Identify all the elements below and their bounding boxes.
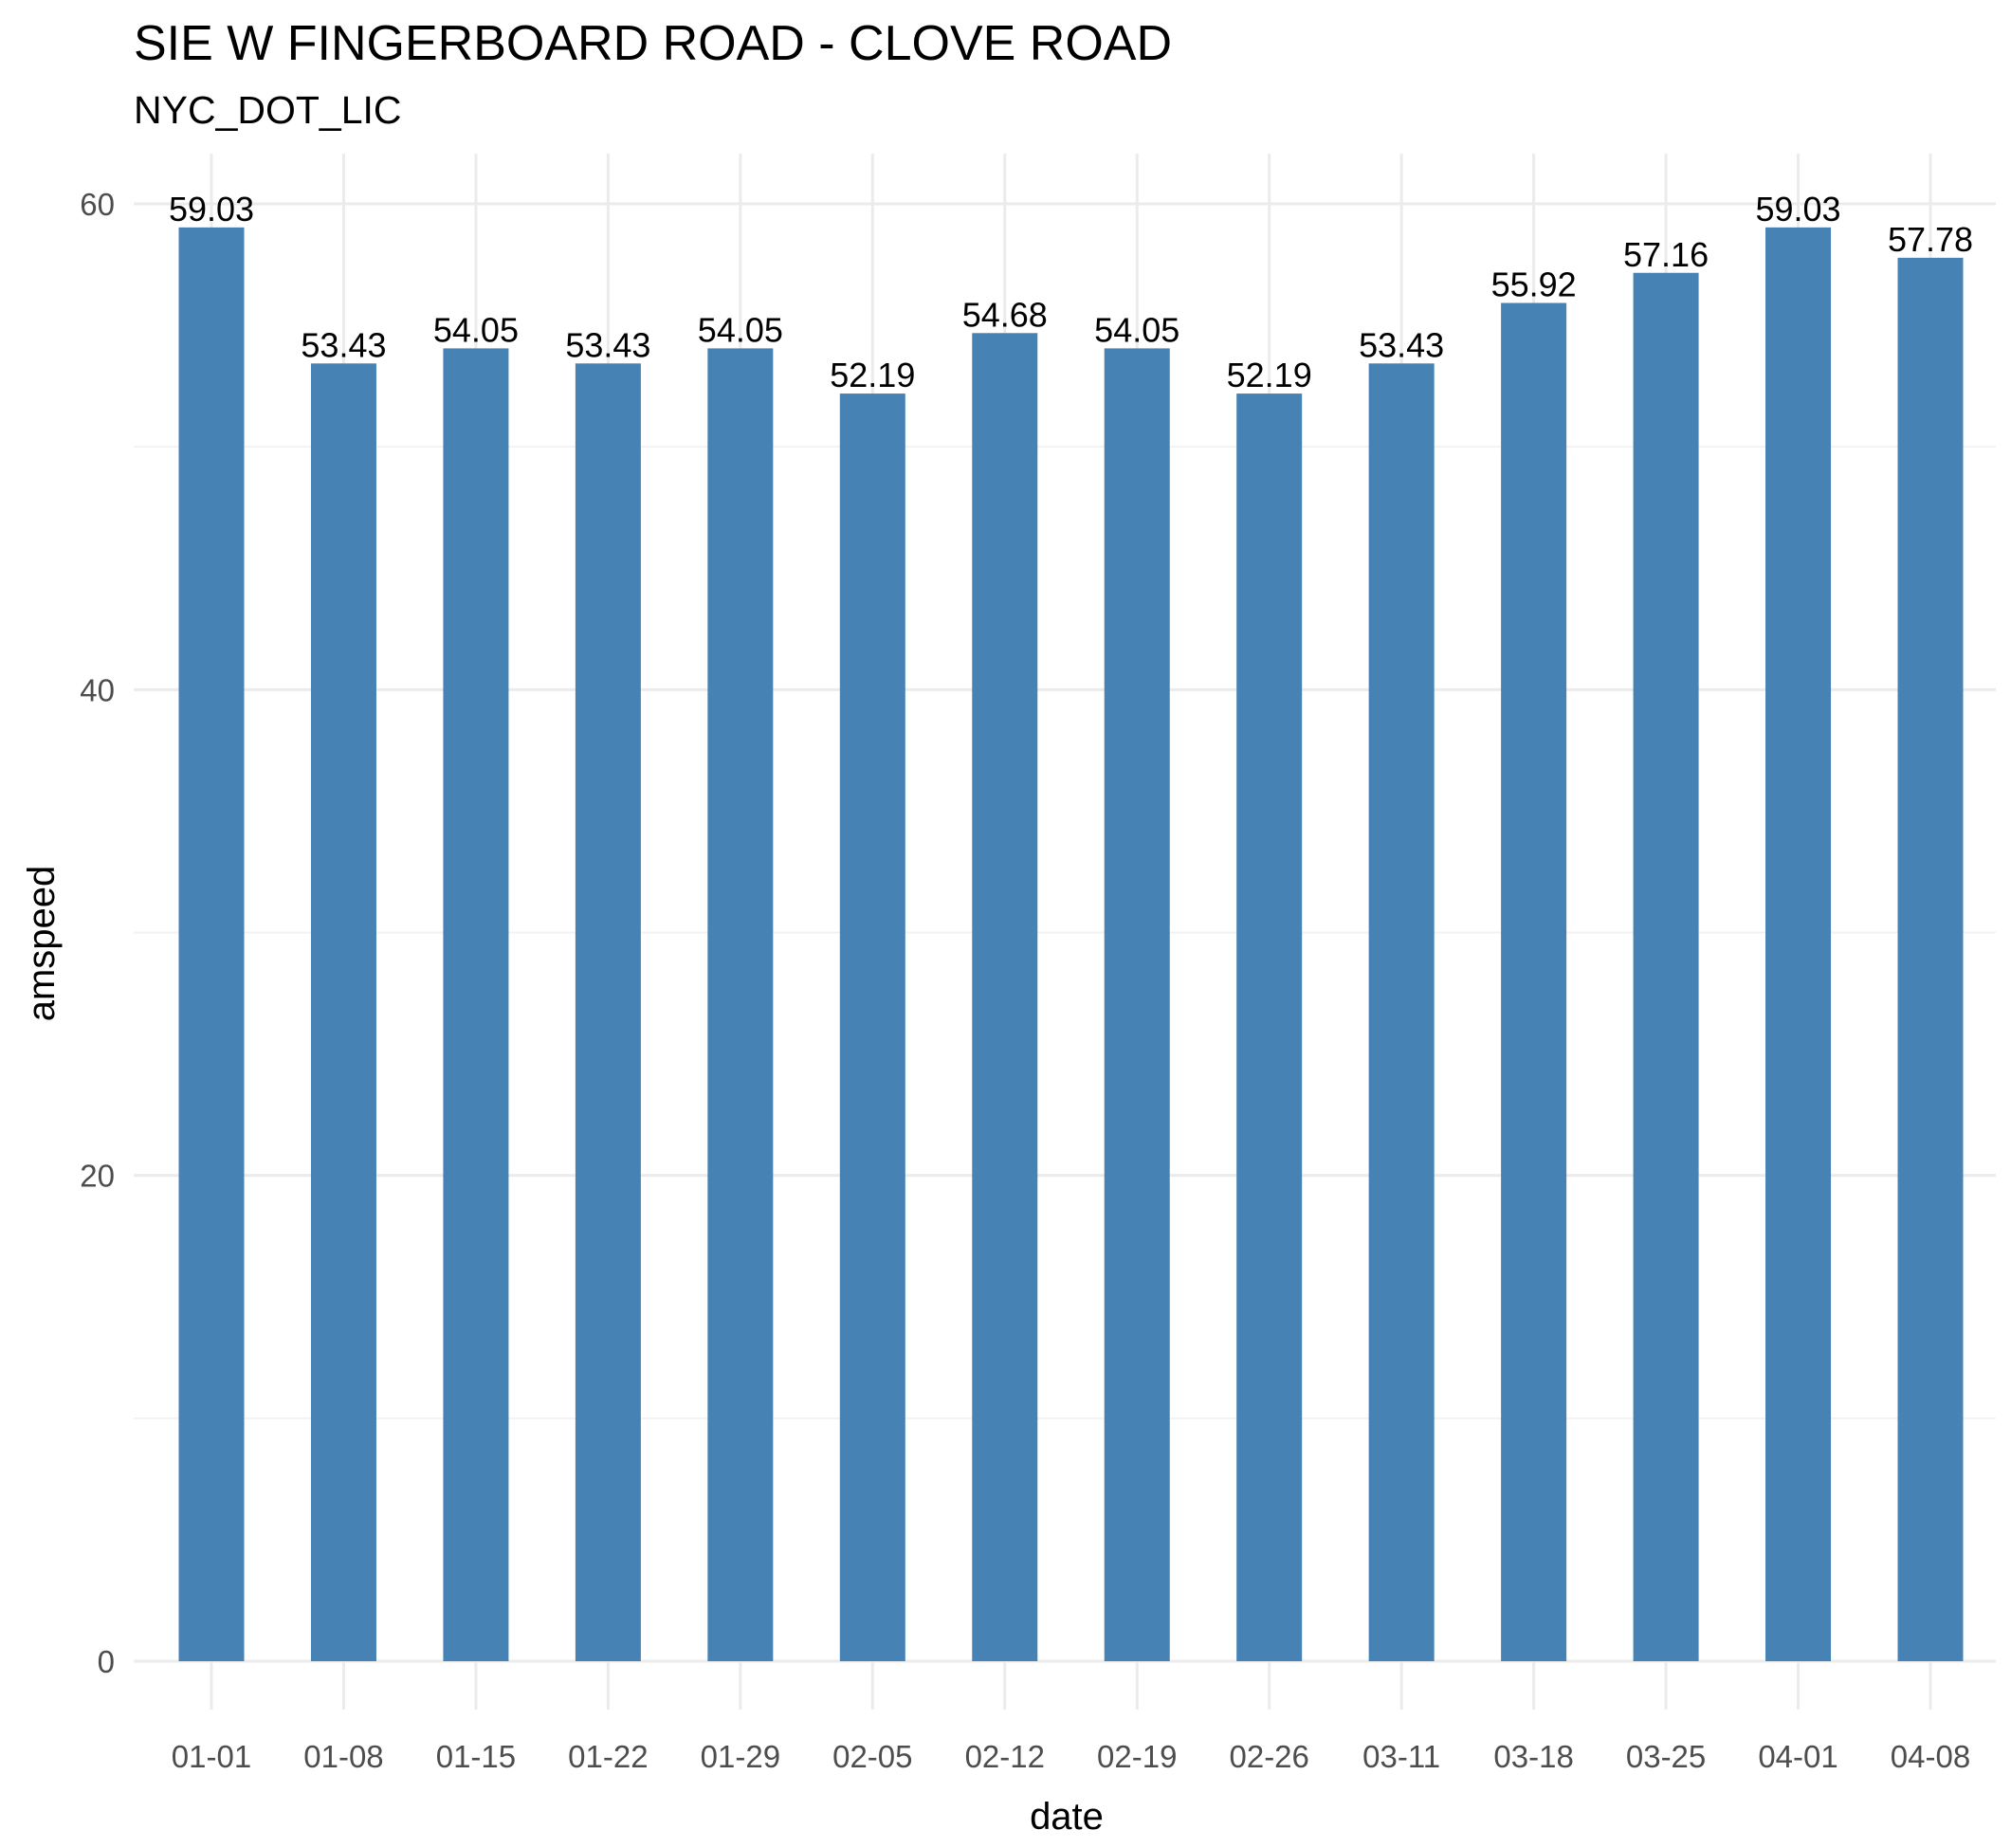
x-tick-label: 01-22 <box>568 1739 648 1774</box>
data-label-03-25: 57.16 <box>1623 235 1709 274</box>
bar-04-08 <box>1897 257 1964 1661</box>
bar-01-15 <box>443 348 509 1661</box>
bar-01-01 <box>178 227 245 1662</box>
x-tick-label: 03-25 <box>1626 1739 1706 1774</box>
data-label-03-11: 53.43 <box>1359 325 1444 364</box>
data-label-02-26: 52.19 <box>1227 356 1312 394</box>
bar-02-12 <box>972 333 1038 1662</box>
gridlines <box>134 154 1996 1710</box>
x-axis-title: date <box>1030 1796 1104 1838</box>
y-tick-label: 20 <box>80 1159 115 1194</box>
data-label-02-19: 54.05 <box>1094 310 1179 349</box>
data-label-02-12: 54.68 <box>962 295 1048 334</box>
data-label-01-29: 54.05 <box>698 310 783 349</box>
bar-03-11 <box>1368 363 1435 1661</box>
x-tick-label: 02-26 <box>1229 1739 1308 1774</box>
bar-04-01 <box>1765 227 1832 1662</box>
bar-02-26 <box>1236 393 1303 1661</box>
x-tick-label: 01-01 <box>172 1739 251 1774</box>
bar-01-29 <box>707 348 774 1661</box>
data-label-04-08: 57.78 <box>1888 220 1973 259</box>
data-label-03-18: 55.92 <box>1491 265 1577 304</box>
x-tick-label: 02-12 <box>965 1739 1045 1774</box>
y-axis-ticks: 0 20 40 60 <box>80 187 115 1679</box>
bar-01-08 <box>310 363 376 1661</box>
x-tick-label: 01-29 <box>701 1739 780 1774</box>
bars <box>178 227 1964 1662</box>
y-axis-title: amspeed <box>21 866 63 1022</box>
x-tick-label: 04-01 <box>1758 1739 1837 1774</box>
x-tick-label: 03-18 <box>1493 1739 1573 1774</box>
bar-03-25 <box>1633 272 1699 1661</box>
bar-03-18 <box>1501 302 1567 1661</box>
x-tick-label: 01-08 <box>303 1739 383 1774</box>
data-label-01-01: 59.03 <box>169 190 254 229</box>
x-tick-label: 01-15 <box>436 1739 516 1774</box>
y-tick-label: 0 <box>98 1644 115 1679</box>
x-tick-label: 02-05 <box>832 1739 912 1774</box>
data-labels: 59.03 53.43 54.05 53.43 54.05 52.19 54.68 54.05… <box>169 190 1973 394</box>
x-tick-label: 04-08 <box>1891 1739 1970 1774</box>
data-label-04-01: 59.03 <box>1755 190 1840 229</box>
y-tick-label: 40 <box>80 672 115 707</box>
data-label-01-22: 53.43 <box>565 325 650 364</box>
bar-02-05 <box>839 393 905 1661</box>
x-tick-label: 03-11 <box>1362 1739 1440 1774</box>
y-tick-label: 60 <box>80 187 115 222</box>
bar-02-19 <box>1104 348 1170 1661</box>
data-label-01-15: 54.05 <box>433 310 519 349</box>
bar-01-22 <box>575 363 641 1661</box>
chart-subtitle: NYC_DOT_LIC <box>134 88 402 132</box>
x-axis-ticks: 01-01 01-08 01-15 01-22 01-29 02-05 02-12 02-19… <box>172 1739 1970 1774</box>
x-tick-label: 02-19 <box>1097 1739 1177 1774</box>
data-label-02-05: 52.19 <box>830 356 915 394</box>
data-label-01-08: 53.43 <box>301 325 386 364</box>
chart-title: SIE W FINGERBOARD ROAD - CLOVE ROAD <box>134 16 1172 71</box>
